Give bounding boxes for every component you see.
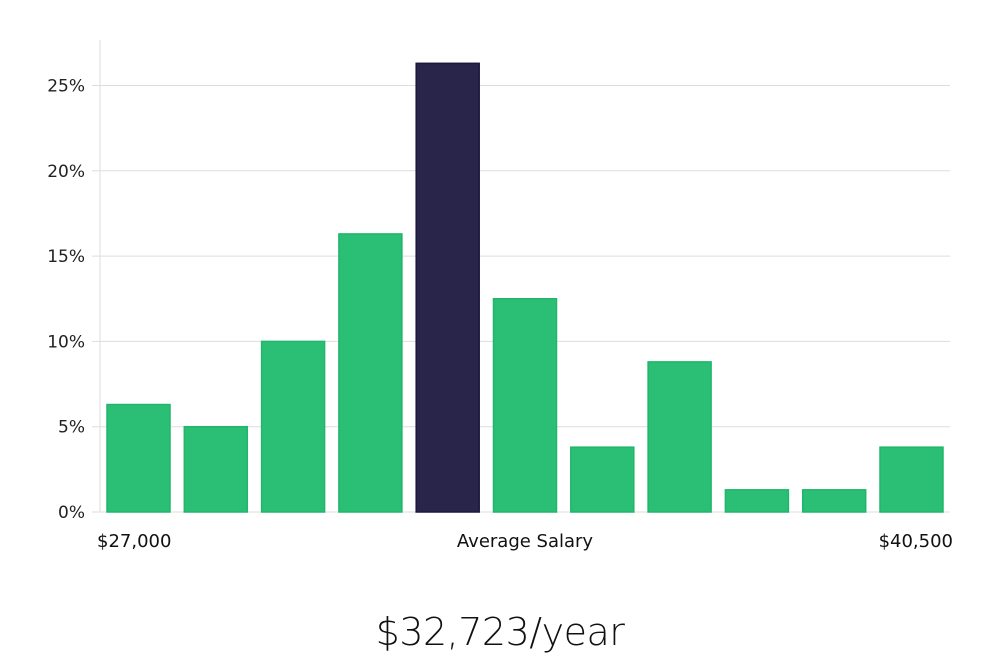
bar (724, 489, 790, 513)
y-tick-label: 25% (47, 77, 85, 97)
x-tick-right: $40,500 (879, 531, 953, 552)
x-axis-label: Average Salary (457, 531, 594, 552)
bar (106, 403, 171, 513)
y-tick-label: 15% (47, 247, 85, 267)
bar (338, 233, 403, 513)
bar (260, 340, 326, 513)
y-tick-label: 5% (58, 418, 85, 438)
y-tick-label: 0% (58, 503, 85, 523)
x-tick-left: $27,000 (97, 531, 171, 552)
bar (647, 361, 712, 513)
bar (879, 446, 944, 513)
y-tick-label: 20% (47, 162, 85, 182)
bar (570, 446, 635, 513)
bar (492, 298, 558, 513)
average-salary-value: $32,723/year (375, 610, 625, 654)
bar (183, 425, 249, 513)
y-tick-label: 10% (47, 332, 85, 352)
bar (801, 489, 867, 513)
bar-highlighted (415, 62, 480, 513)
salary-histogram: 0%5%10%15%20%25% $27,000 Average Salary … (47, 40, 953, 552)
